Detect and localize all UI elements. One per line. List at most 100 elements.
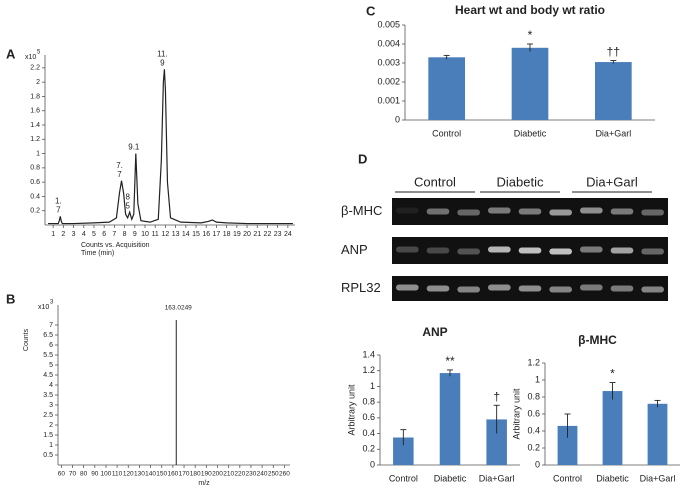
y-tick-label: 1 xyxy=(370,381,375,391)
x-tick-label: 150 xyxy=(156,471,167,478)
x-tick-label: 200 xyxy=(212,471,223,478)
significance: † xyxy=(493,389,500,403)
x-tick-label: 5 xyxy=(92,231,96,238)
peak-label: 163.0249 xyxy=(165,305,192,312)
gel-band xyxy=(396,207,419,214)
y-tick-label: 0.2 xyxy=(362,444,375,454)
peak-label: 9 xyxy=(160,58,165,67)
x-tick-label: 4 xyxy=(82,231,86,238)
x-tick-label: 7 xyxy=(112,231,116,238)
x-tick-label: 1 xyxy=(51,231,55,238)
gel-band xyxy=(488,246,511,253)
y-tick-label: 6.5 xyxy=(43,332,53,339)
y-tick-label: 1.4 xyxy=(30,122,40,129)
y-tick-label: 1.2 xyxy=(362,365,375,375)
gel-row-label: ANP xyxy=(341,242,368,257)
x-tick-label: 160 xyxy=(167,471,178,478)
significance: * xyxy=(610,367,615,381)
gel-group-label: Dia+Garl xyxy=(586,174,638,189)
gel-row-label: β-MHC xyxy=(341,203,382,218)
x-tick-label: 120 xyxy=(123,471,134,478)
y-axis-label: Counts xyxy=(23,328,30,351)
significance: ** xyxy=(445,354,455,368)
gel-row-label: RPL32 xyxy=(341,280,381,295)
panel-letter: D xyxy=(358,151,367,166)
bar xyxy=(428,57,465,120)
x-tick-label: 60 xyxy=(58,471,66,478)
y-tick-label: 5.5 xyxy=(43,352,53,359)
bar xyxy=(486,419,507,465)
gel-band xyxy=(457,209,480,216)
x-tick-label: 230 xyxy=(246,471,257,478)
gel-band xyxy=(518,285,542,292)
y-tick-label: 0 xyxy=(395,114,400,124)
x-tick-label: Diabetic xyxy=(596,473,629,483)
x-tick-label: 11 xyxy=(152,231,159,238)
gel-band xyxy=(549,248,572,255)
y-tick-label: 4.5 xyxy=(43,372,53,379)
y-tick-label: 1.5 xyxy=(43,432,53,439)
y-tick-label: 1.2 xyxy=(527,357,540,367)
peak-label: 5 xyxy=(125,201,130,210)
y-tick-label: 2 xyxy=(49,422,53,429)
x-tick-label: 8 xyxy=(123,231,127,238)
x-axis-label: Counts vs. Acquisition xyxy=(81,242,150,249)
y-tick-label: 0.8 xyxy=(362,397,375,407)
y-tick-label: 0.001 xyxy=(377,95,400,105)
gel-band xyxy=(549,209,572,216)
gel-band xyxy=(580,246,603,253)
y-tick-label: 0.2 xyxy=(527,442,540,452)
y-tick-label: 0.8 xyxy=(30,165,40,172)
y-tick-label: 3.5 xyxy=(43,392,53,399)
gel-group-label: Diabetic xyxy=(497,174,544,189)
x-tick-label: 110 xyxy=(112,471,123,478)
y-tick-label: 0.002 xyxy=(377,76,400,86)
bar xyxy=(602,391,623,465)
trace xyxy=(48,69,293,225)
x-tick-label: 190 xyxy=(201,471,212,478)
x-tick-label: 80 xyxy=(80,471,88,478)
chart-title: ANP xyxy=(422,325,447,339)
peak-label: 8 xyxy=(125,192,130,201)
peak-label: 1. xyxy=(55,197,62,206)
y-tick-label: 0.6 xyxy=(527,408,540,418)
gel-band xyxy=(488,284,511,291)
gel-band xyxy=(518,208,542,215)
y-tick-label: 3 xyxy=(49,402,53,409)
gel-band xyxy=(396,246,419,253)
bar xyxy=(647,403,668,465)
y-tick-label: 4 xyxy=(49,382,53,389)
chart-title: β-MHC xyxy=(578,333,617,347)
gel-band xyxy=(580,207,603,214)
y-tick-label: 0.5 xyxy=(43,452,53,459)
x-tick-label: 220 xyxy=(234,471,245,478)
gel-band xyxy=(457,286,480,293)
y-multiplier-exp: 5 xyxy=(37,50,41,56)
gel-band xyxy=(641,209,664,216)
y-multiplier: x10 xyxy=(38,304,49,311)
gel-band xyxy=(518,247,542,254)
gel-band xyxy=(426,208,450,215)
peak-label: 9.1 xyxy=(128,143,140,152)
gel-band xyxy=(610,247,634,254)
x-tick-label: 23 xyxy=(274,231,282,238)
y-tick-label: 1.2 xyxy=(30,136,40,143)
y-tick-label: 0.4 xyxy=(30,193,40,200)
bar xyxy=(393,437,414,465)
x-tick-label: 250 xyxy=(268,471,279,478)
x-tick-label: 70 xyxy=(69,471,77,478)
x-tick-label: 22 xyxy=(264,231,272,238)
y-tick-label: 0.4 xyxy=(362,428,375,438)
x-tick-label: 2 xyxy=(61,231,65,238)
significance: †† xyxy=(607,45,620,59)
y-tick-label: 0.004 xyxy=(377,38,400,48)
x-tick-label: Diabetic xyxy=(514,128,547,138)
x-tick-label: Diabetic xyxy=(434,473,467,483)
gel-band xyxy=(396,284,419,291)
gel-band xyxy=(488,207,511,214)
significance: * xyxy=(528,28,533,42)
x-tick-label: 15 xyxy=(192,231,200,238)
bar xyxy=(557,425,578,465)
gel-band xyxy=(457,248,480,255)
